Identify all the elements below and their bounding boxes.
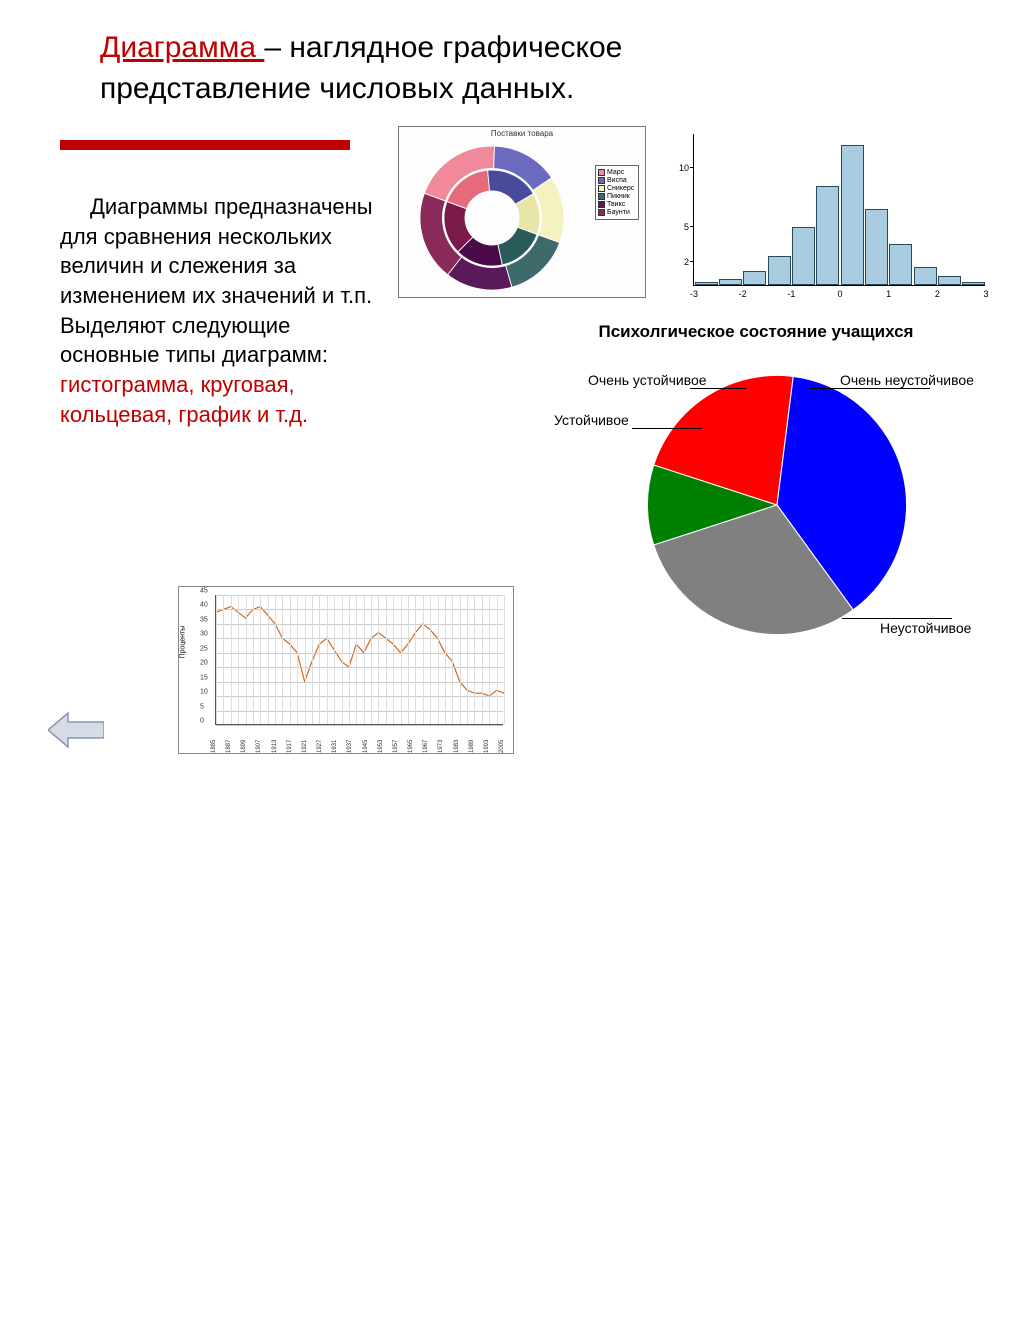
line-chart: 051015202530354045 Проценты 188518871899…	[178, 586, 514, 754]
body-paragraph-2: Выделяют следующие основные типы диаграм…	[60, 311, 390, 430]
donut-chart: Поставки товара МарсВиспаСникерсПикникТв…	[398, 126, 646, 298]
histogram-plot: 2510-3-2-10123	[693, 134, 985, 286]
legend-item: Виспа	[598, 177, 636, 184]
histogram-bar	[792, 227, 815, 285]
donut-svg	[417, 143, 567, 293]
line-svg	[216, 595, 504, 725]
histogram-bar	[841, 145, 864, 285]
pie-chart: Психолгическое состояние учащихся Очень …	[512, 316, 1000, 646]
legend-item: Марс	[598, 169, 636, 176]
title-rest-1: – наглядное графическое	[264, 31, 622, 64]
legend-item: Твикс	[598, 201, 636, 208]
title-rest-2: представление числовых данных.	[100, 69, 920, 110]
histogram-bar	[962, 282, 985, 286]
line-ylabel: Проценты	[180, 626, 187, 659]
legend-item: Баунти	[598, 209, 636, 216]
donut-legend: МарсВиспаСникерсПикникТвиксБаунти	[595, 165, 639, 220]
body-text: Диаграммы предназначены для сравнения не…	[60, 192, 390, 430]
line-plot: 051015202530354045	[215, 595, 503, 725]
pie-slice-label: Неустойчивое	[880, 620, 971, 636]
histogram-bar	[695, 282, 718, 286]
donut-title: Поставки товара	[399, 127, 645, 138]
histogram-bar	[938, 276, 961, 285]
histogram-bar	[914, 267, 937, 285]
legend-item: Пикник	[598, 193, 636, 200]
back-arrow-icon[interactable]	[48, 711, 104, 749]
slide-title: Диаграмма – наглядное графическое предст…	[100, 28, 920, 109]
pie-slice-label: Устойчивое	[554, 412, 629, 428]
histogram-chart: 2510-3-2-10123	[665, 126, 995, 306]
title-keyword: Диаграмма	[100, 31, 264, 64]
histogram-bar	[743, 271, 766, 285]
pie-title: Психолгическое состояние учащихся	[512, 322, 1000, 342]
pie-slice-label: Очень неустойчивое	[840, 372, 974, 388]
legend-item: Сникерс	[598, 185, 636, 192]
histogram-bar	[889, 244, 912, 285]
histogram-bar	[816, 186, 839, 285]
title-underline-rule	[60, 140, 350, 150]
histogram-bar	[865, 209, 888, 285]
pie-svg	[642, 370, 912, 640]
histogram-bar	[768, 256, 791, 285]
histogram-bar	[719, 279, 742, 285]
body-paragraph-1: Диаграммы предназначены для сравнения не…	[60, 192, 390, 311]
pie-slice-label: Очень устойчивое	[588, 372, 707, 388]
